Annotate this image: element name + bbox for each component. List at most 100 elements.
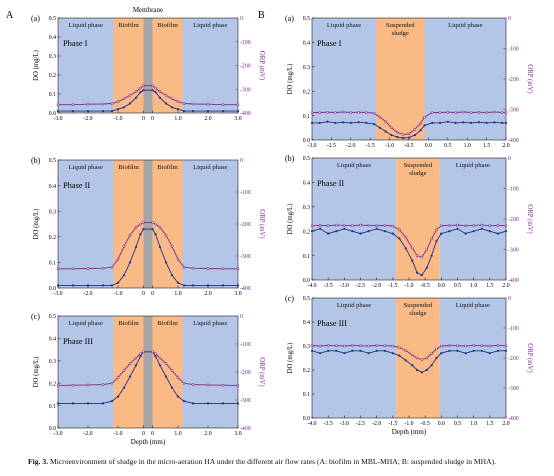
x-tick-label: -0.5 xyxy=(421,283,430,289)
zone-label: Liquid phase xyxy=(456,162,490,169)
caption-label: Fig. 3. xyxy=(28,457,49,466)
x-tick-label: 2.0 xyxy=(204,291,211,297)
orp-point xyxy=(176,100,180,103)
do-series-line xyxy=(58,228,238,286)
x-tick-label: 3.0 xyxy=(234,116,241,122)
orp-point xyxy=(71,383,75,387)
y-tick-label: 0.3 xyxy=(49,359,56,365)
x-tick-label: -3.0 xyxy=(53,431,62,437)
do-point xyxy=(56,284,60,287)
zone-liquid xyxy=(182,316,238,428)
zone-liquid xyxy=(58,160,114,288)
zone-label: Liquid phase xyxy=(69,320,103,327)
zone-biofilm xyxy=(376,18,425,140)
orp-point xyxy=(410,353,414,357)
orp-point xyxy=(191,383,195,386)
y-tick-label: 0.2 xyxy=(49,73,56,79)
orp-series-line xyxy=(311,344,507,360)
y2-tick-label: -100 xyxy=(508,326,519,332)
orp-point xyxy=(182,381,186,385)
orp-point xyxy=(86,267,90,270)
do-point xyxy=(139,91,142,94)
orp-point xyxy=(221,267,225,271)
orp-point xyxy=(116,376,120,379)
y2-tick-label: -400 xyxy=(240,286,251,292)
y2-tick-label: -200 xyxy=(508,217,519,223)
zone-label: Biofilm xyxy=(157,22,178,29)
orp-point xyxy=(110,265,114,269)
do-point xyxy=(391,232,394,235)
do-point xyxy=(398,354,401,357)
orp-point xyxy=(154,222,157,226)
orp-point xyxy=(101,383,105,386)
zone-biofilm xyxy=(152,316,183,428)
do-point xyxy=(191,402,195,405)
do-point xyxy=(335,349,338,352)
x-tick-label: -4.0 xyxy=(307,421,316,427)
y-tick-label: 0.4 xyxy=(303,41,310,47)
orp-point xyxy=(391,344,395,348)
orp-point xyxy=(407,132,411,136)
orp-point xyxy=(116,100,120,103)
orp-series-line xyxy=(57,351,239,386)
do-point xyxy=(164,261,168,264)
y-tick-label: 0.0 xyxy=(303,278,310,284)
y-tick-label: 0.0 xyxy=(49,426,56,432)
x-tick-label: 1.0 xyxy=(470,421,477,427)
zone-biofilm xyxy=(113,316,144,428)
do-point xyxy=(221,284,225,287)
orp-point xyxy=(493,110,496,114)
do-point xyxy=(472,349,475,352)
x-tick-label: 0.5 xyxy=(454,283,461,289)
orp-point xyxy=(504,224,508,227)
x-tick-label: -3.0 xyxy=(53,116,62,122)
do-point xyxy=(158,96,162,99)
do-point xyxy=(462,121,465,124)
x-tick-label: 0 xyxy=(151,291,154,297)
do-point xyxy=(446,120,449,123)
orp-point xyxy=(367,344,370,348)
phase-label: Phase I xyxy=(317,39,342,48)
do-point xyxy=(86,110,90,113)
do-point xyxy=(191,284,195,287)
y-tick-label: 0.4 xyxy=(303,320,310,326)
do-point xyxy=(128,261,132,264)
x-tick-label: -3.0 xyxy=(340,283,349,289)
orp-series-line xyxy=(58,221,238,270)
y-tick-label: 0.2 xyxy=(303,89,310,95)
do-point xyxy=(56,110,60,113)
y2-tick-label: -400 xyxy=(508,138,519,144)
orp-point xyxy=(158,356,162,360)
do-point xyxy=(391,352,394,355)
zone-label: Biofilm xyxy=(118,320,139,327)
y2-axis-title: ORP (mV) xyxy=(258,51,265,80)
do-point xyxy=(425,266,428,269)
do-point xyxy=(236,284,240,287)
orp-point xyxy=(367,224,370,227)
orp-point xyxy=(404,349,408,352)
y-tick-label: 0.0 xyxy=(49,111,56,117)
orp-point xyxy=(122,97,126,101)
do-point xyxy=(454,121,457,124)
orp-point xyxy=(384,120,388,123)
do-point xyxy=(151,228,154,231)
do-point xyxy=(390,134,393,137)
zone-label: Liquid phase xyxy=(193,164,227,171)
do-point xyxy=(182,400,186,403)
do-point xyxy=(86,284,90,287)
x-tick-label: -2.0 xyxy=(83,116,92,122)
orp-point xyxy=(134,90,138,93)
x-tick-label: -1.5 xyxy=(388,283,397,289)
y2-tick-label: -100 xyxy=(508,47,519,53)
orp-point xyxy=(101,102,105,106)
phase-label: Phase III xyxy=(63,337,93,346)
zone-biofilm xyxy=(113,160,144,288)
orp-point xyxy=(477,110,481,114)
orp-point xyxy=(425,248,429,251)
do-point xyxy=(334,121,337,124)
do-point xyxy=(488,230,491,233)
orp-point xyxy=(221,383,225,387)
orp-point xyxy=(423,115,426,119)
orp-point xyxy=(415,254,419,257)
do-point xyxy=(116,108,120,111)
